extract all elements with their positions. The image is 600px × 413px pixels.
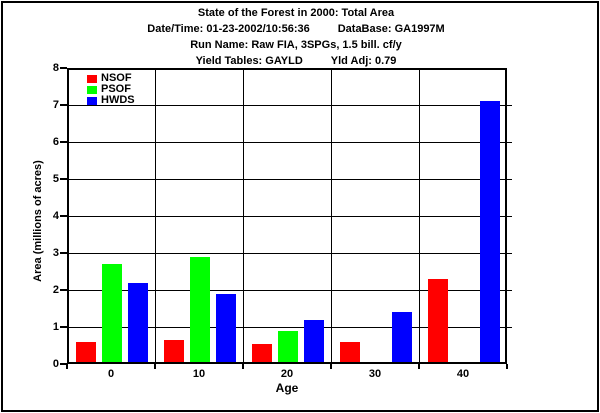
x-tick — [506, 364, 508, 369]
y-tick-right — [507, 289, 512, 291]
x-tick — [66, 364, 68, 369]
bar-NSOF-40 — [428, 279, 448, 364]
y-tick-right — [507, 215, 512, 217]
y-tick-left — [60, 141, 67, 143]
bar-NSOF-10 — [164, 340, 184, 364]
bar-NSOF-30 — [340, 342, 360, 364]
datetime-label: Date/Time: 01-23-2002/10:56:36 — [147, 23, 310, 35]
y-tick-label: 1 — [52, 321, 59, 333]
chart-title: State of the Forest in 2000: Total Area — [197, 7, 395, 19]
y-tick-right — [507, 141, 512, 143]
plot-area: NSOF PSOF HWDS — [67, 68, 507, 364]
yield-tables-label: Yield Tables: GAYLD — [195, 55, 303, 67]
legend-row-PSOF: PSOF — [87, 84, 135, 95]
gridline-horizontal — [67, 215, 507, 217]
gridline-horizontal — [67, 141, 507, 143]
y-tick-left — [60, 104, 67, 106]
bar-NSOF-0 — [76, 342, 96, 364]
bar-HWDS-10 — [216, 294, 236, 364]
gridline-horizontal — [67, 252, 507, 254]
bar-HWDS-0 — [128, 283, 148, 364]
header-line-4: Yield Tables: GAYLD Yld Adj: 0.79 — [0, 53, 592, 69]
y-tick-label: 3 — [52, 247, 59, 259]
database-label: DataBase: GA1997M — [337, 23, 445, 35]
y-tick-left — [60, 252, 67, 254]
bar-HWDS-20 — [304, 320, 324, 364]
bar-HWDS-30 — [392, 312, 412, 364]
gridline-vertical — [242, 68, 244, 364]
y-tick-label: 7 — [52, 99, 59, 111]
x-tick-label: 30 — [368, 368, 382, 380]
y-tick-left — [60, 363, 67, 365]
gridline-horizontal — [67, 104, 507, 106]
legend-swatch-NSOF — [87, 74, 97, 83]
y-tick-right — [507, 326, 512, 328]
legend-row-HWDS: HWDS — [87, 95, 135, 106]
x-axis-title: Age — [275, 381, 299, 395]
x-tick — [242, 364, 244, 369]
legend-swatch-PSOF — [87, 85, 97, 94]
gridline-vertical — [330, 68, 332, 364]
bar-PSOF-10 — [190, 257, 210, 364]
y-tick-label: 4 — [52, 210, 59, 222]
gridline-horizontal — [67, 326, 507, 328]
gridline-vertical — [418, 68, 420, 364]
x-tick — [418, 364, 420, 369]
x-tick-label: 10 — [192, 368, 206, 380]
y-tick-label: 2 — [52, 284, 59, 296]
y-tick-left — [60, 289, 67, 291]
legend-label-PSOF: PSOF — [101, 83, 131, 95]
x-tick-label: 40 — [456, 368, 470, 380]
y-tick-right — [507, 104, 512, 106]
bar-PSOF-0 — [102, 264, 122, 364]
gridline-horizontal — [67, 178, 507, 180]
y-tick-label: 6 — [52, 136, 59, 148]
x-tick — [154, 364, 156, 369]
legend-row-NSOF: NSOF — [87, 73, 135, 84]
y-tick-label: 8 — [52, 62, 59, 74]
chart-header: State of the Forest in 2000: Total Area … — [0, 5, 592, 69]
y-tick-left — [60, 215, 67, 217]
legend-label-HWDS: HWDS — [101, 94, 135, 106]
bar-HWDS-40 — [480, 101, 500, 364]
bar-NSOF-20 — [252, 344, 272, 364]
x-tick-label: 0 — [107, 368, 115, 380]
bar-PSOF-20 — [278, 331, 298, 364]
legend-swatch-HWDS — [87, 96, 97, 105]
yld-adj-label: Yld Adj: 0.79 — [330, 55, 397, 67]
x-tick — [330, 364, 332, 369]
y-tick-right — [507, 178, 512, 180]
gridline-horizontal — [67, 289, 507, 291]
y-tick-left — [60, 67, 67, 69]
y-tick-right — [507, 252, 512, 254]
run-name-label: Run Name: Raw FIA, 3SPGs, 1.5 bill. cf/y — [190, 39, 402, 51]
legend: NSOF PSOF HWDS — [87, 73, 135, 106]
y-tick-label: 0 — [52, 358, 59, 370]
y-tick-left — [60, 178, 67, 180]
legend-label-NSOF: NSOF — [101, 72, 132, 84]
gridline-vertical — [154, 68, 156, 364]
y-tick-left — [60, 326, 67, 328]
header-line-2: Date/Time: 01-23-2002/10:56:36 DataBase: … — [0, 21, 592, 37]
x-tick-label: 20 — [280, 368, 294, 380]
y-tick-label: 5 — [52, 173, 59, 185]
